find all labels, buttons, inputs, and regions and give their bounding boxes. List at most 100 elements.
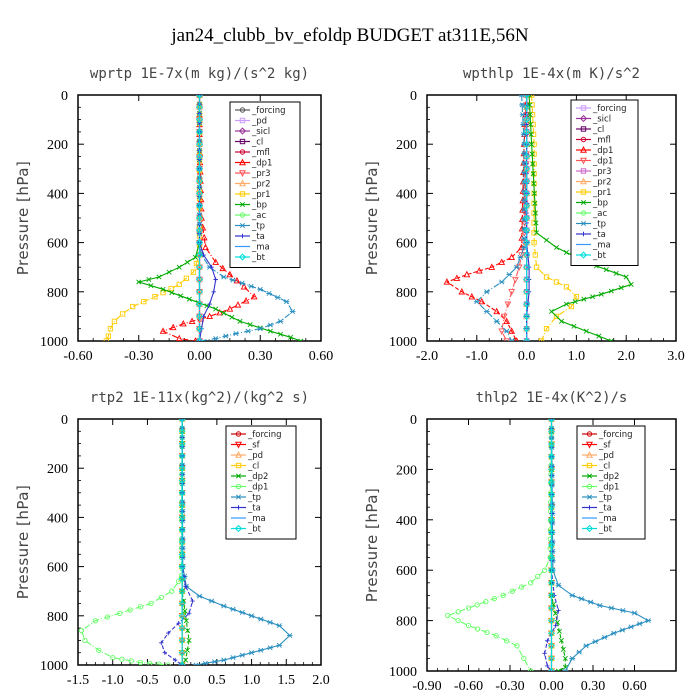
legend-entry-label: _sf	[598, 441, 612, 451]
legend-marker	[579, 251, 588, 259]
series-marker-tp	[521, 226, 527, 232]
series-marker-bp	[608, 338, 614, 341]
series-marker-bt	[196, 95, 203, 99]
legend-entry-label: _tp	[247, 493, 261, 503]
series-marker-bp	[603, 267, 609, 273]
series-marker-pr1	[168, 285, 174, 292]
series-marker-ta	[162, 650, 167, 655]
series-marker-tp	[239, 280, 245, 286]
legend-marker	[239, 212, 246, 218]
series-marker-bp	[529, 151, 535, 157]
series-marker-pr1	[111, 318, 118, 324]
series-marker-bt	[548, 579, 555, 587]
series-marker-dp1	[475, 626, 481, 632]
series-marker-dp2	[558, 637, 564, 643]
series-marker-dp1	[175, 334, 183, 341]
series-marker-bt	[548, 503, 555, 511]
series-marker-tp	[257, 647, 264, 653]
legend-entry-label: _sicl	[592, 115, 611, 125]
legend-entry-label: _dp1	[247, 483, 268, 493]
series-marker-bp	[298, 338, 304, 341]
legend-marker	[235, 462, 242, 469]
series-marker-dp1	[169, 323, 177, 331]
series-marker-tp	[245, 328, 251, 334]
legend: _forcing_sf_pd_cl_dp2_dp1_tp_ta_ma_bt	[225, 425, 297, 540]
series-group	[103, 95, 304, 341]
series-marker-dp1	[521, 655, 527, 662]
series-marker-bt	[523, 288, 531, 296]
series-marker-tp	[517, 254, 524, 260]
series-marker-dp1	[117, 610, 123, 616]
series-marker-bp	[169, 290, 175, 296]
y-tick-label: 200	[396, 138, 417, 153]
series-marker-tp	[211, 659, 218, 665]
x-tick-label: 0.60	[622, 679, 647, 694]
series-marker-bp	[532, 210, 538, 216]
series-marker-tp	[506, 272, 513, 278]
series-marker-tp	[583, 643, 589, 649]
x-tick-label: 2.0	[617, 349, 635, 364]
series-marker-dp2	[555, 668, 561, 671]
series-marker-dp2	[186, 637, 192, 643]
series-marker-dp1	[475, 267, 483, 274]
series-marker-bp	[590, 294, 596, 300]
series-marker-bt	[548, 453, 555, 461]
series-marker-bp	[623, 274, 629, 280]
series-marker-tp	[220, 274, 227, 280]
series-marker-dp1	[518, 584, 525, 590]
series-marker-dp1	[96, 647, 102, 653]
y-axis-label: Pressure [hPa]	[14, 161, 32, 276]
series-marker-dp1	[219, 264, 227, 272]
series-marker-dp1	[508, 289, 516, 296]
series-marker-tp	[628, 624, 634, 630]
legend-entry-label: _bt	[251, 253, 266, 263]
legend-marker	[580, 136, 587, 143]
series-marker-bt	[196, 165, 203, 173]
legend-marker	[580, 220, 587, 227]
series-marker-tp	[286, 632, 293, 638]
y-tick-label: 200	[47, 138, 68, 153]
series-marker-pr1	[533, 264, 540, 270]
series-marker-bp	[531, 190, 537, 196]
series-marker-dp1	[445, 612, 451, 619]
legend-marker	[586, 494, 593, 500]
series-marker-bt	[196, 202, 203, 210]
series-marker-bp	[533, 220, 539, 226]
series-marker-tp	[239, 610, 246, 616]
series-marker-tp	[562, 668, 569, 671]
series-marker-bt	[523, 239, 531, 247]
series-marker-bt	[548, 604, 555, 612]
series-marker-bt	[523, 116, 531, 124]
series-marker-bp	[237, 318, 243, 324]
series-marker-tp	[230, 655, 236, 661]
series-marker-dp1	[455, 609, 461, 615]
series-marker-dp2	[556, 628, 562, 634]
series-marker-bp	[146, 276, 152, 283]
series-marker-bt	[548, 554, 555, 562]
series-marker-pr1	[105, 333, 112, 339]
series-marker-dp1	[179, 319, 187, 327]
legend-marker	[239, 138, 246, 145]
series-marker-tp	[592, 639, 599, 645]
y-tick-label: 600	[396, 564, 417, 579]
legend-entry-label: _sf	[247, 441, 261, 451]
legend-marker	[234, 524, 243, 533]
legend-marker	[235, 451, 242, 458]
legend: _forcing_sicl_cl_mfl_dp1_dp1_pr3_pr2_pr1…	[570, 99, 639, 266]
series-marker-bp	[531, 181, 537, 187]
series-marker-dp2	[184, 647, 190, 653]
series-marker-bp	[156, 274, 162, 280]
legend-marker	[586, 462, 593, 469]
series-marker-tp	[257, 286, 264, 292]
series-marker-bp	[229, 314, 235, 320]
series-marker-bt	[178, 477, 186, 484]
series-marker-bt	[196, 263, 203, 271]
series-marker-bt	[523, 226, 531, 234]
legend: _forcing_sf_pd_cl_dp2_dp1_tp_ta_ma_bt	[576, 425, 646, 540]
x-tick-label: -1.5	[67, 673, 89, 688]
chart-title: wprtp 1E-7x(m kg)/(s^2 kg)	[90, 66, 309, 82]
series-marker-bt	[178, 600, 186, 607]
legend-entry-label: _forcing	[247, 430, 282, 440]
x-tick-label: -1.0	[102, 673, 124, 688]
